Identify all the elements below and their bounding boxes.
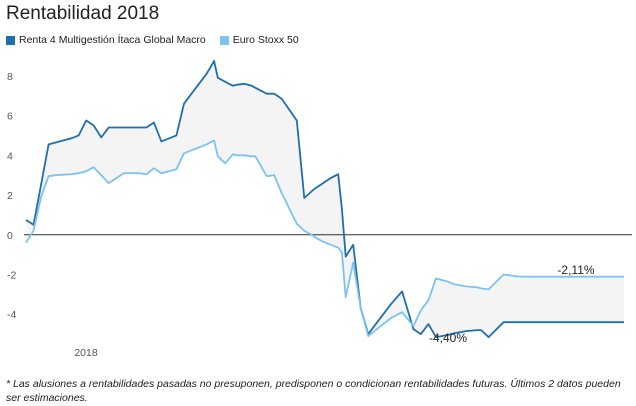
legend-label-eurostoxx: Euro Stoxx 50 — [232, 34, 299, 46]
x-tick-label: 2018 — [74, 347, 98, 359]
chart-legend: Renta 4 Multigestión Ítaca Global Macro … — [6, 34, 313, 46]
y-tick-label: -4 — [7, 309, 16, 321]
y-tick-label: 4 — [7, 150, 13, 162]
area-between-series — [26, 61, 624, 338]
legend-label-renta4: Renta 4 Multigestión Ítaca Global Macro — [19, 34, 206, 46]
legend-swatch-eurostoxx — [219, 35, 229, 45]
series-line-eurostoxx — [25, 139, 624, 338]
series-line-renta4 — [25, 60, 624, 339]
legend-swatch-renta4 — [6, 35, 15, 45]
y-tick-label: 8 — [7, 71, 13, 83]
legend-item-eurostoxx[interactable]: Euro Stoxx 50 — [219, 34, 299, 46]
y-tick-label: -2 — [7, 269, 16, 281]
chart-title: Rentabilidad 2018 — [6, 3, 160, 24]
data-label-eurostoxx: -2,11% — [557, 263, 594, 277]
footnote: * Las alusiones a rentabilidades pasadas… — [6, 378, 621, 404]
data-label-renta4: -4,40% — [429, 331, 467, 345]
y-tick-label: 2 — [7, 190, 13, 202]
y-tick-label: 6 — [7, 111, 13, 123]
y-tick-label: 0 — [7, 230, 13, 242]
legend-item-renta4[interactable]: Renta 4 Multigestión Ítaca Global Macro — [6, 34, 206, 46]
